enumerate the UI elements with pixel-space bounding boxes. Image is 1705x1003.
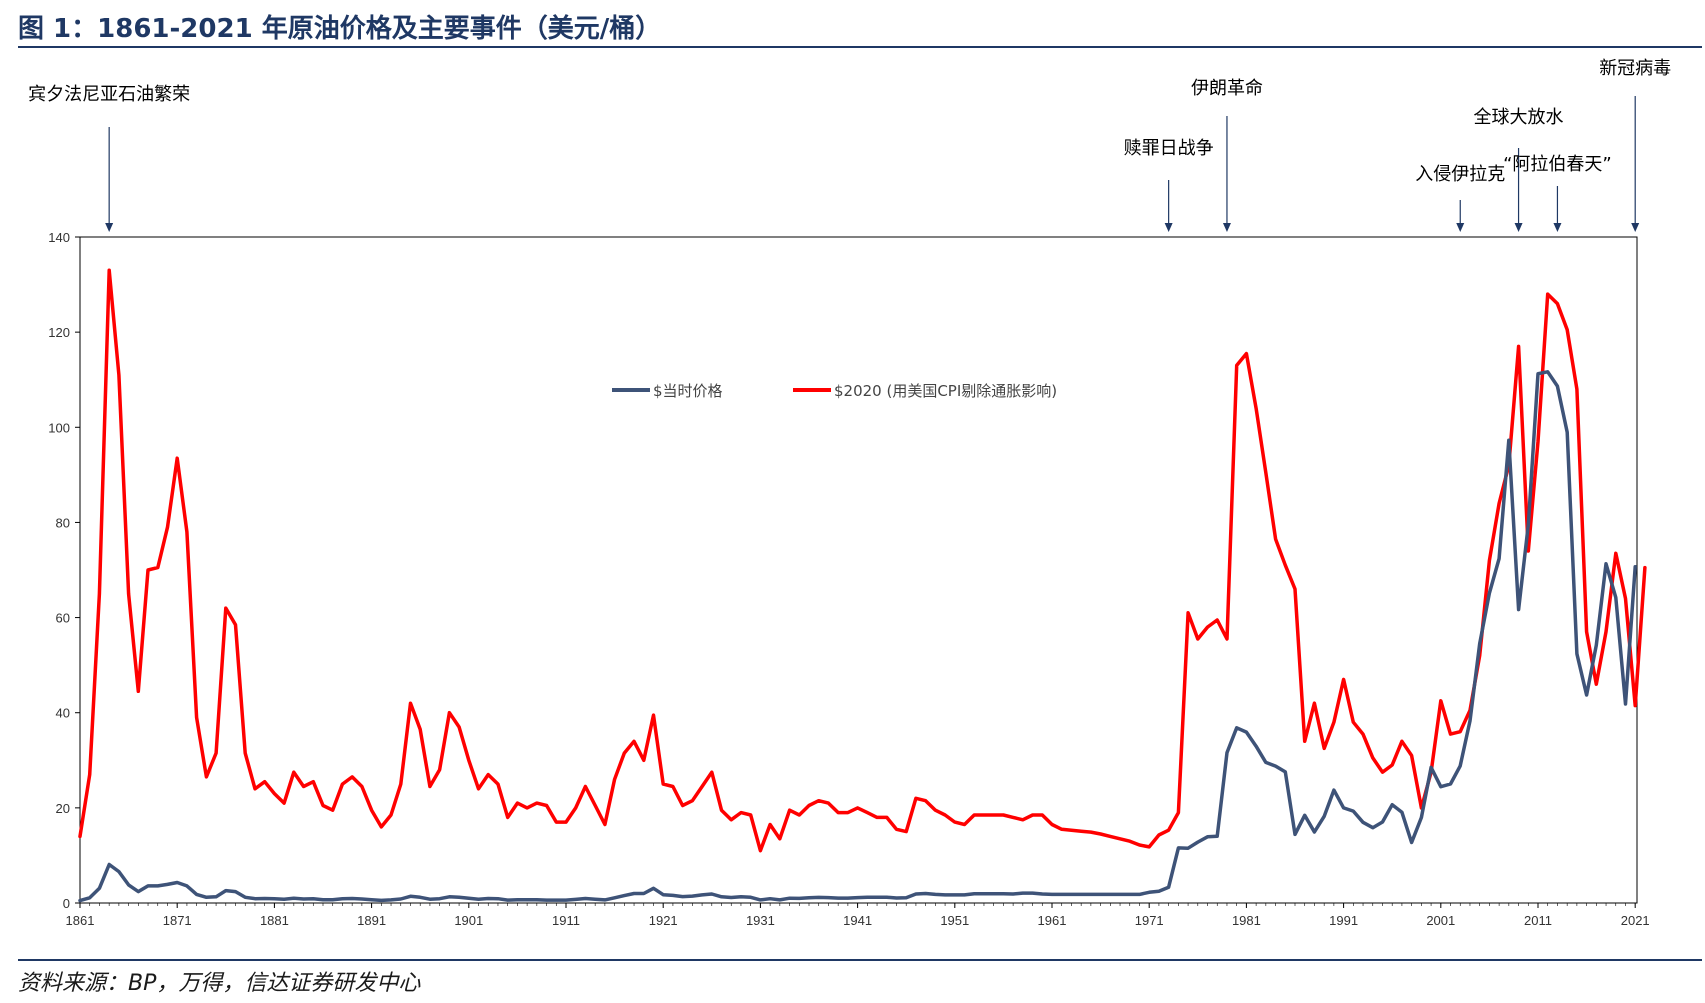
y-tick-label: 20	[56, 801, 70, 816]
event-label: 宾夕法尼亚石油繁荣	[28, 84, 190, 105]
x-tick-label: 1861	[66, 913, 95, 928]
event-arrow-head	[1164, 223, 1173, 232]
event-arrow-head	[1222, 223, 1231, 232]
title-divider	[18, 46, 1702, 48]
x-tick-label: 2011	[1524, 913, 1552, 928]
event-arrow-head	[105, 223, 114, 232]
x-tick-label: 2021	[1621, 913, 1650, 928]
x-tick-label: 1961	[1038, 913, 1067, 928]
event-arrow-head	[1514, 223, 1523, 232]
event-arrow-head	[1553, 223, 1562, 232]
x-tick-label: 1901	[454, 913, 483, 928]
x-tick-label: 2001	[1426, 913, 1455, 928]
event-label: 全球大放水	[1474, 107, 1564, 128]
event-label: 伊朗革命	[1191, 78, 1263, 99]
y-tick-label: 0	[63, 896, 70, 911]
event-label: 新冠病毒	[1599, 58, 1671, 79]
event-label: “阿拉伯春天”	[1503, 154, 1612, 175]
x-tick-label: 1991	[1329, 913, 1358, 928]
y-tick-label: 120	[48, 325, 70, 340]
source-note: 资料来源：BP，万得，信达证券研发中心	[18, 971, 421, 996]
y-tick-label: 60	[56, 611, 70, 626]
legend-label-nominal: $当时价格	[653, 382, 723, 400]
event-arrow-head	[1456, 223, 1465, 232]
event-label: 赎罪日战争	[1124, 138, 1214, 159]
x-tick-label: 1941	[843, 913, 872, 928]
legend-label-real: $2020 (用美国CPI剔除通胀影响)	[834, 382, 1057, 400]
x-tick-label: 1881	[260, 913, 289, 928]
plot-area-frame	[79, 236, 1638, 904]
x-tick-label: 1971	[1135, 913, 1164, 928]
x-tick-label: 1931	[746, 913, 775, 928]
x-tick-label: 1911	[552, 913, 580, 928]
source-divider	[18, 959, 1702, 961]
event-arrow-head	[1631, 223, 1640, 232]
x-tick-label: 1891	[357, 913, 386, 928]
event-label: 入侵伊拉克	[1415, 164, 1505, 185]
series-line-real	[78, 268, 1647, 853]
x-tick-label: 1871	[163, 913, 192, 928]
series-line-nominal	[78, 370, 1637, 903]
x-tick-label: 1921	[649, 913, 678, 928]
x-tick-label: 1981	[1232, 913, 1261, 928]
y-tick-label: 40	[56, 706, 70, 721]
x-tick-label: 1951	[940, 913, 969, 928]
y-tick-label: 80	[56, 515, 70, 530]
y-tick-label: 140	[48, 230, 70, 245]
y-tick-label: 100	[48, 420, 70, 435]
figure-title: 图 1：1861-2021 年原油价格及主要事件（美元/桶）	[18, 14, 662, 44]
